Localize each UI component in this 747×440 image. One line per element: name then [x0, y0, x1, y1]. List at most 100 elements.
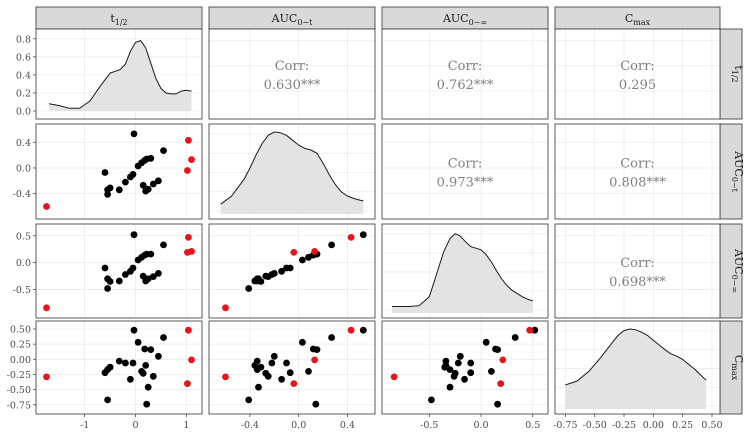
data-point: [101, 264, 109, 272]
tick-label: -0.50: [582, 420, 606, 431]
highlight-point: [347, 234, 355, 241]
data-point: [286, 369, 294, 377]
corr-value: 0.630***: [264, 78, 321, 93]
data-point: [299, 338, 306, 346]
density-line: [392, 232, 533, 307]
panel-border: [554, 28, 721, 120]
strip-right-auc_0_t: AUC0−t: [719, 123, 745, 220]
strip-top-t_half: t1/2: [35, 6, 203, 30]
density-area: [49, 40, 192, 111]
panel-border: [208, 28, 376, 120]
highlight-point: [311, 248, 318, 255]
data-point: [446, 383, 454, 391]
data-point: [283, 359, 290, 367]
data-point: [456, 352, 464, 360]
data-point: [144, 383, 152, 391]
data-point: [142, 187, 150, 195]
tick-label: -0.50: [7, 385, 31, 396]
data-point: [283, 264, 290, 272]
density-area: [220, 132, 364, 214]
data-point: [155, 177, 162, 185]
data-point: [160, 334, 167, 341]
strip-label: Cmax: [625, 12, 651, 27]
panel-background: [555, 124, 720, 219]
data-point: [115, 277, 123, 285]
tick-label: 0.6: [16, 52, 31, 63]
strip-label: t1/2: [730, 65, 745, 82]
x-axis-cmax: -0.75 -0.50 -0.25 0.00 0.25 0.50: [553, 414, 723, 431]
tick-label: 0.50: [701, 420, 722, 431]
tick-label: -0.75: [553, 420, 577, 431]
data-point: [139, 181, 147, 189]
panel-background: [382, 29, 548, 119]
data-point: [262, 272, 270, 280]
panel-border: [208, 123, 376, 220]
strip-label: Cmax: [730, 355, 745, 381]
tick-label: 0.8: [16, 34, 31, 45]
data-point: [531, 326, 539, 334]
tick-label: 0: [133, 420, 139, 431]
panel-auc_0_t-cmax: Corr: 0.808***: [554, 123, 721, 220]
panel-cmax-t_half: [35, 320, 203, 415]
density-area: [392, 233, 533, 313]
tick-label: 0.2: [16, 88, 31, 99]
data-point: [255, 383, 262, 391]
data-point: [428, 396, 435, 404]
tick-label: 0.25: [672, 420, 693, 431]
highlight-point: [43, 304, 50, 312]
tick-label: 0.0: [16, 163, 31, 174]
data-point: [122, 271, 129, 278]
highlight-point: [185, 234, 192, 241]
data-point: [251, 362, 259, 369]
y-axis-t_half: 0.0 0.2 0.4 0.6 0.8: [16, 34, 36, 118]
x-axis-auc_0_inf: -0.5 0.0 0.5: [420, 414, 540, 431]
highlight-point: [290, 380, 298, 387]
corr-label: Corr:: [620, 256, 655, 271]
highlight-point: [184, 167, 191, 174]
data-point: [467, 369, 475, 377]
corr-label: Corr:: [620, 157, 655, 172]
data-point: [129, 264, 137, 272]
data-point: [130, 231, 138, 239]
strip-label: AUC0−∞: [730, 248, 745, 293]
data-point: [494, 346, 501, 353]
data-point: [143, 400, 151, 408]
data-point: [149, 372, 157, 380]
density-line: [49, 40, 192, 109]
data-point: [130, 326, 138, 334]
data-point: [160, 241, 167, 249]
data-point: [139, 369, 147, 377]
panel-border: [208, 223, 376, 319]
strip-label: AUC0−∞: [442, 12, 487, 27]
tick-label: -0.25: [612, 420, 636, 431]
strip-label: t1/2: [110, 12, 127, 27]
panel-border: [554, 223, 721, 319]
highlight-point: [497, 380, 505, 387]
highlight-point: [188, 156, 195, 164]
x-axis-t_half: -1 0 1: [80, 414, 189, 431]
tick-label: 0.4: [16, 138, 31, 149]
panel-background: [36, 224, 202, 318]
data-point: [129, 359, 137, 367]
data-point: [251, 277, 259, 285]
panel-auc_0_inf-auc_0_inf: [381, 223, 549, 319]
data-point: [115, 357, 123, 365]
highlight-point: [184, 249, 191, 256]
corr-label: Corr:: [448, 157, 483, 172]
tick-label: 0.4: [16, 70, 31, 81]
panel-auc_0_t-auc_0_t: [208, 123, 376, 220]
strip-top-cmax: Cmax: [554, 6, 721, 30]
density-line: [220, 131, 364, 205]
tick-label: -0.4: [241, 420, 259, 431]
tick-label: 0.4: [340, 420, 355, 431]
data-point: [262, 369, 270, 377]
data-point: [129, 171, 137, 178]
data-point: [104, 186, 111, 194]
data-point: [245, 396, 253, 404]
data-point: [115, 186, 123, 194]
data-point: [155, 352, 162, 360]
data-point: [278, 375, 285, 383]
highlight-point: [499, 356, 507, 364]
highlight-point: [390, 373, 398, 381]
highlight-point: [184, 380, 191, 387]
